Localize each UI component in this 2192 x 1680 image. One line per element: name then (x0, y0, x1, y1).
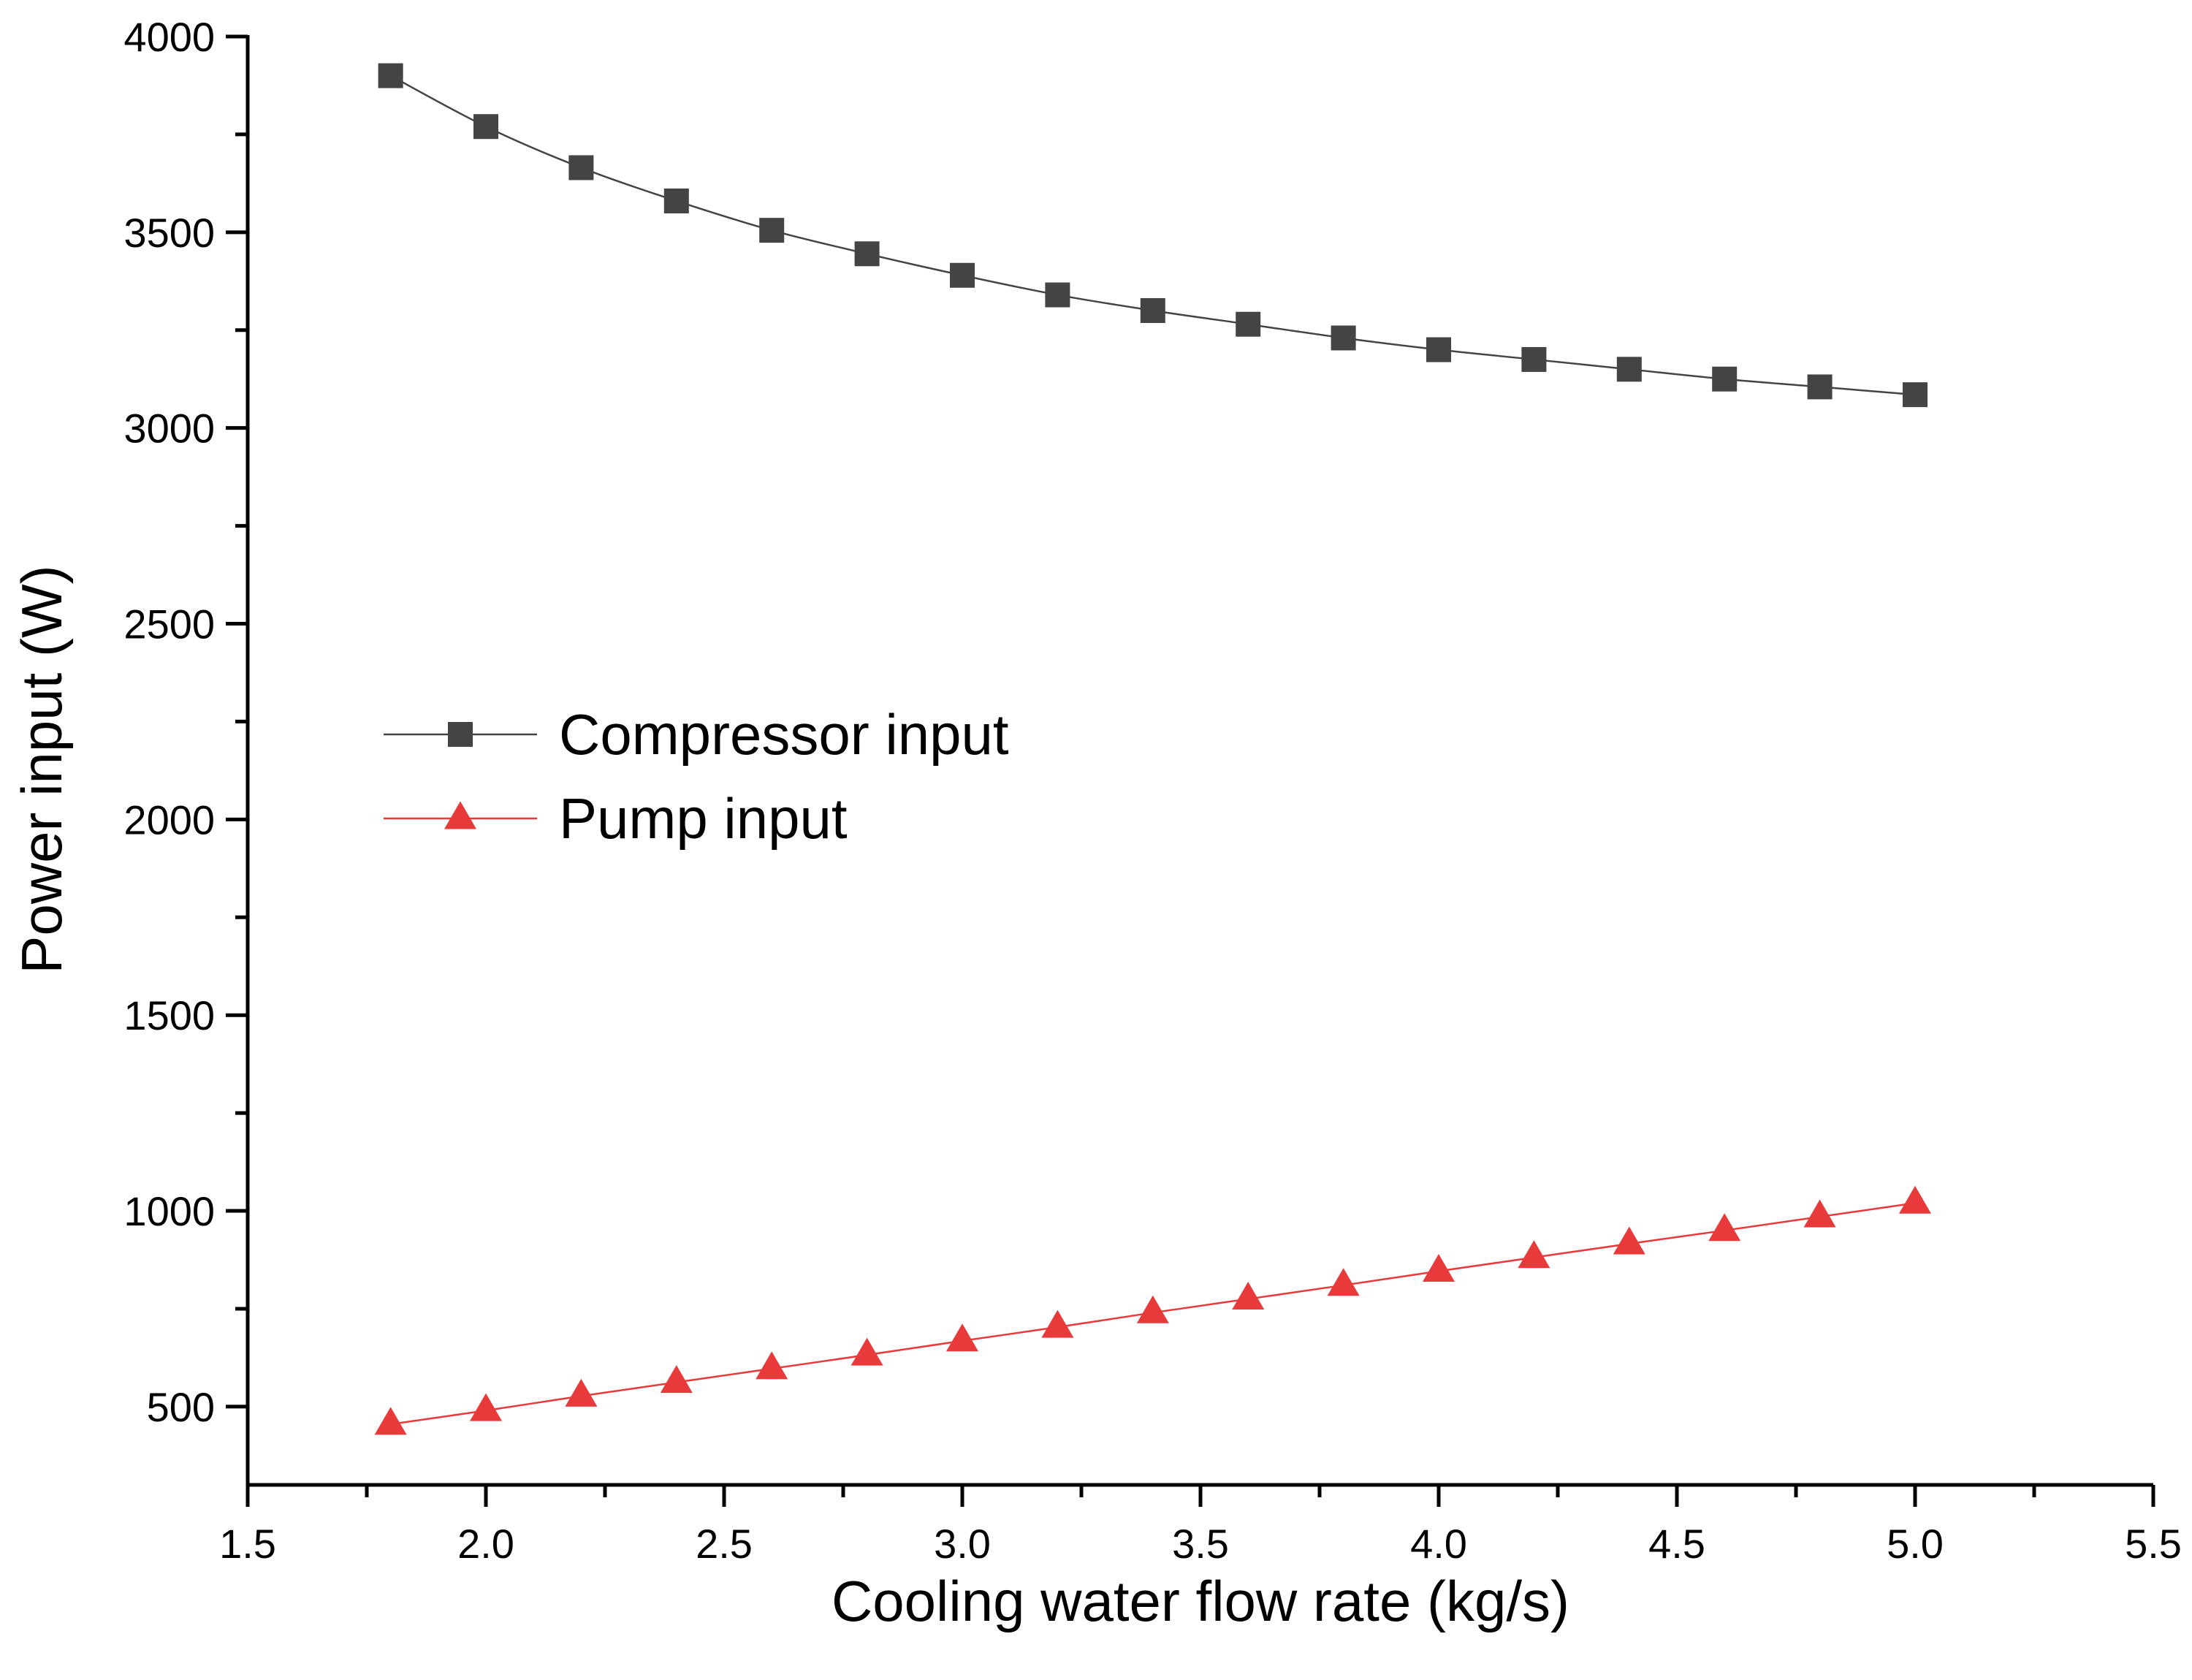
y-tick-label: 2000 (123, 797, 215, 843)
data-point-pump-input (470, 1393, 502, 1421)
data-point-pump-input (1232, 1281, 1265, 1310)
y-tick-label: 3500 (123, 210, 215, 256)
data-point-compressor-input (663, 188, 689, 213)
x-tick-label: 5.5 (2125, 1521, 2182, 1567)
data-point-pump-input (1708, 1213, 1741, 1242)
y-axis-title: Power input (W) (9, 565, 74, 973)
data-point-pump-input (374, 1407, 407, 1435)
legend-marker-compressor-input (448, 722, 473, 747)
x-tick-label: 2.0 (457, 1521, 514, 1567)
x-axis-title: Cooling water flow rate (kg/s) (831, 1569, 1569, 1633)
x-tick-label: 1.5 (219, 1521, 276, 1567)
series-layer (374, 63, 1931, 1435)
x-tick-label: 4.5 (1648, 1521, 1705, 1567)
data-point-pump-input (1423, 1253, 1455, 1282)
legend-label-compressor-input: Compressor input (559, 702, 1009, 767)
data-point-pump-input (1899, 1185, 1931, 1214)
y-tick-label: 4000 (123, 14, 215, 60)
x-tick-label: 3.5 (1172, 1521, 1229, 1567)
data-point-compressor-input (1140, 297, 1165, 323)
y-tick-label: 500 (147, 1384, 215, 1430)
data-point-compressor-input (473, 114, 498, 140)
series-compressor-input (378, 63, 1927, 408)
data-point-pump-input (660, 1365, 693, 1394)
y-tick-label: 3000 (123, 406, 215, 452)
data-point-compressor-input (1426, 337, 1451, 362)
legend-label-pump-input: Pump input (559, 786, 848, 851)
data-point-compressor-input (1045, 282, 1070, 308)
series-pump-input (374, 1185, 1931, 1435)
legend-marker-pump-input (444, 801, 476, 829)
data-point-compressor-input (950, 262, 975, 288)
x-tick-label: 5.0 (1887, 1521, 1944, 1567)
data-point-compressor-input (1331, 325, 1356, 351)
data-point-compressor-input (1807, 374, 1833, 400)
data-point-compressor-input (1521, 346, 1547, 372)
data-point-compressor-input (759, 218, 785, 243)
axes: 1.5 2.0 2.5 3.0 3.5 4.0 4.5 5.0 5.5 500 1000 1500 20… (123, 14, 2182, 1567)
data-point-compressor-input (854, 241, 880, 267)
data-point-pump-input (565, 1378, 598, 1407)
y-tick-label: 1500 (123, 992, 215, 1038)
data-point-pump-input (1518, 1240, 1550, 1269)
y-tick-label: 1000 (123, 1188, 215, 1234)
data-point-compressor-input (378, 63, 403, 88)
data-point-pump-input (1041, 1310, 1074, 1338)
data-point-compressor-input (1236, 311, 1261, 337)
data-point-pump-input (1327, 1268, 1360, 1296)
data-point-pump-input (1136, 1295, 1169, 1323)
x-tick-label: 2.5 (696, 1521, 753, 1567)
y-tick-label: 2500 (123, 601, 215, 647)
data-point-pump-input (1613, 1226, 1645, 1255)
legend-item-pump-input: Pump input (384, 786, 848, 851)
series-line-compressor-input (390, 75, 1916, 396)
data-point-pump-input (1803, 1199, 1836, 1228)
data-point-compressor-input (568, 155, 594, 180)
data-point-pump-input (850, 1337, 883, 1366)
x-tick-label: 3.0 (934, 1521, 991, 1567)
legend: Compressor input Pump input (384, 702, 1009, 851)
legend-item-compressor-input: Compressor input (384, 702, 1009, 767)
data-point-compressor-input (1712, 366, 1738, 392)
data-point-compressor-input (1616, 357, 1642, 382)
data-point-compressor-input (1903, 382, 1927, 408)
data-point-pump-input (946, 1323, 978, 1352)
data-point-pump-input (756, 1351, 788, 1380)
x-tick-label: 4.0 (1410, 1521, 1467, 1567)
